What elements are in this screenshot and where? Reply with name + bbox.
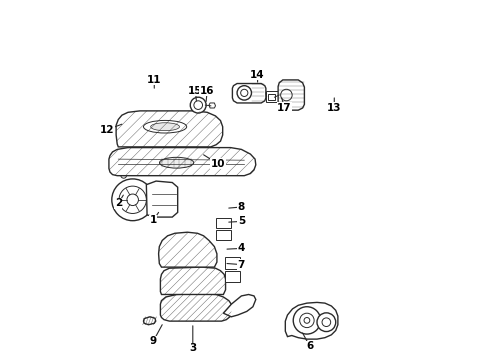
Polygon shape xyxy=(285,302,338,339)
Circle shape xyxy=(281,89,292,101)
Text: 5: 5 xyxy=(238,216,245,226)
Polygon shape xyxy=(232,84,266,103)
Text: 1: 1 xyxy=(149,215,157,225)
Circle shape xyxy=(304,318,310,323)
Polygon shape xyxy=(160,294,231,321)
Polygon shape xyxy=(144,317,156,325)
Text: 6: 6 xyxy=(306,341,314,351)
Circle shape xyxy=(300,313,314,328)
Circle shape xyxy=(119,186,147,213)
Circle shape xyxy=(322,318,331,327)
FancyBboxPatch shape xyxy=(225,271,240,282)
Polygon shape xyxy=(116,111,222,147)
Circle shape xyxy=(121,172,126,178)
Text: 8: 8 xyxy=(238,202,245,212)
Polygon shape xyxy=(159,232,217,267)
Text: 4: 4 xyxy=(238,243,245,253)
FancyBboxPatch shape xyxy=(266,91,279,102)
Ellipse shape xyxy=(144,120,187,133)
Text: 11: 11 xyxy=(147,75,162,85)
Text: 16: 16 xyxy=(200,86,215,96)
FancyBboxPatch shape xyxy=(225,257,240,269)
Ellipse shape xyxy=(151,123,179,131)
Polygon shape xyxy=(147,181,178,217)
Text: 15: 15 xyxy=(188,86,202,96)
Text: 13: 13 xyxy=(327,103,342,113)
Circle shape xyxy=(241,89,248,96)
Text: 12: 12 xyxy=(100,125,115,135)
Text: 9: 9 xyxy=(149,336,157,346)
FancyBboxPatch shape xyxy=(216,218,231,228)
Circle shape xyxy=(112,179,153,221)
Ellipse shape xyxy=(160,157,194,168)
Polygon shape xyxy=(109,148,256,176)
Circle shape xyxy=(190,97,206,113)
Polygon shape xyxy=(223,294,256,317)
Text: 17: 17 xyxy=(277,103,292,113)
Text: 3: 3 xyxy=(189,343,196,354)
Circle shape xyxy=(317,313,336,332)
FancyBboxPatch shape xyxy=(216,230,231,240)
Polygon shape xyxy=(160,267,225,294)
Polygon shape xyxy=(269,94,274,100)
Circle shape xyxy=(237,86,251,100)
Circle shape xyxy=(293,307,320,334)
Text: 10: 10 xyxy=(211,159,225,169)
Circle shape xyxy=(127,194,139,206)
Text: 2: 2 xyxy=(115,198,122,208)
Text: 14: 14 xyxy=(250,70,265,80)
Circle shape xyxy=(194,101,202,109)
Text: 7: 7 xyxy=(238,260,245,270)
Polygon shape xyxy=(209,103,216,108)
Polygon shape xyxy=(278,80,304,110)
